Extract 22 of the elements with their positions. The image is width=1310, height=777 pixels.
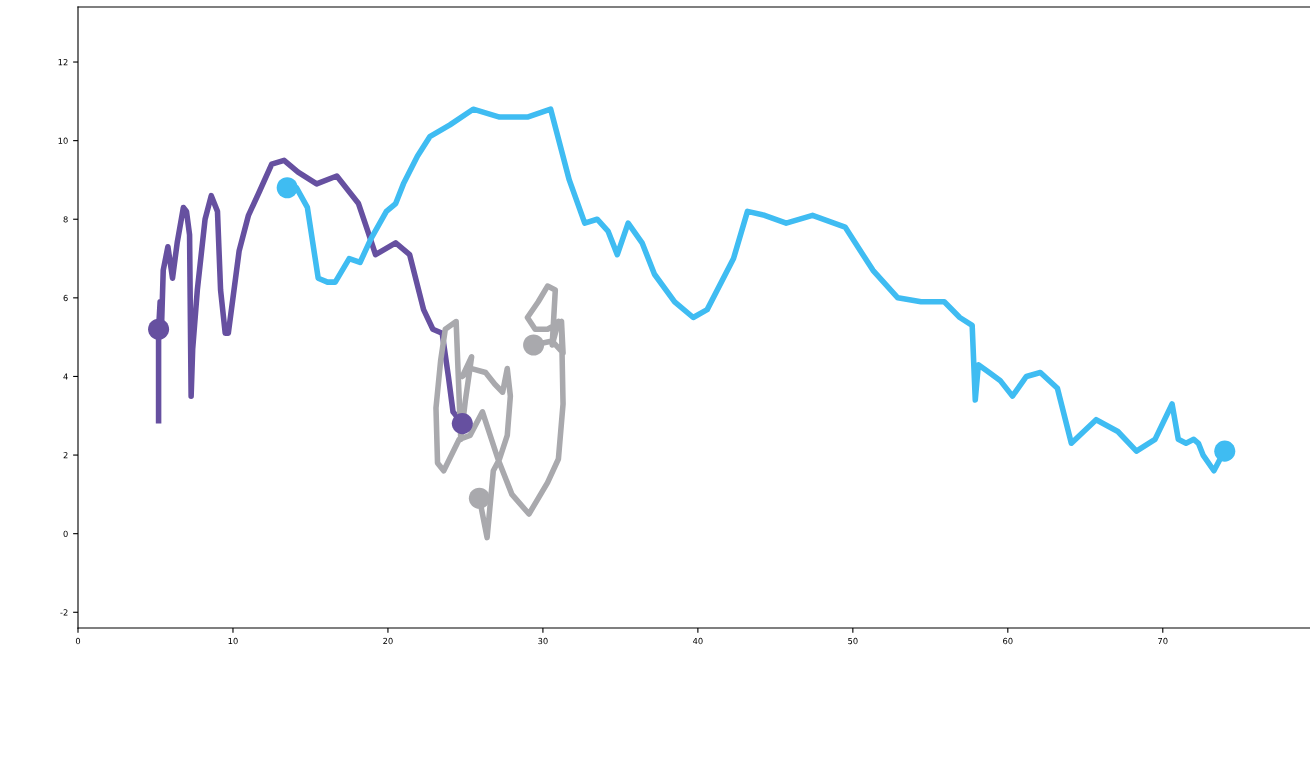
y-tick-label: 6 [63,294,68,302]
y-tick-label: 4 [63,373,68,380]
x-tick-label: 70 [1158,637,1168,645]
y-tick-label: 12 [58,59,68,66]
x-tick-label: 40 [692,637,703,645]
point [276,177,298,199]
point [468,487,490,509]
y-tick-label: 8 [63,216,68,223]
point [523,334,545,356]
y-tick-label: 0 [63,530,68,537]
point [1214,440,1236,462]
x-tick-label: 20 [383,637,393,645]
y-tick-label: -2 [60,609,68,616]
x-tick-label: 60 [1003,637,1013,645]
x-tick-label: 50 [848,637,858,645]
x-tick-label: 0 [75,637,81,645]
point [148,318,170,340]
y-tick-label: 2 [63,452,68,459]
point [451,413,473,435]
x-tick-label: 10 [228,637,238,645]
x-tick-label: 30 [538,637,548,645]
y-tick-label: 10 [58,137,68,144]
